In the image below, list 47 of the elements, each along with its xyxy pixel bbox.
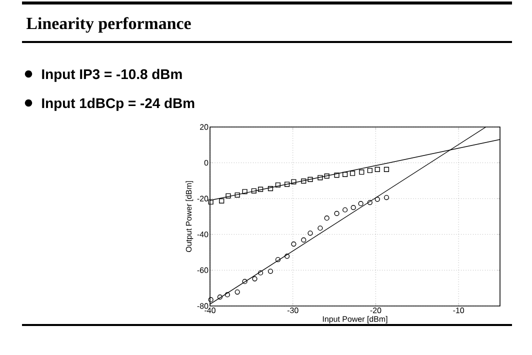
point	[275, 182, 280, 188]
point	[234, 192, 240, 198]
point	[350, 170, 356, 176]
point	[358, 201, 364, 206]
point	[318, 175, 323, 180]
point	[374, 166, 380, 172]
point	[242, 278, 248, 284]
point	[384, 166, 390, 172]
point	[308, 176, 313, 182]
point	[258, 186, 264, 192]
point	[324, 216, 330, 221]
point	[318, 226, 323, 231]
point	[334, 210, 340, 216]
point	[284, 254, 290, 259]
point	[224, 292, 230, 298]
point	[334, 172, 340, 178]
point	[226, 193, 231, 198]
point	[308, 230, 313, 236]
point	[384, 194, 390, 200]
point	[219, 198, 224, 204]
text: Input IP3 = -10.8 dBm	[42, 68, 182, 82]
point	[242, 189, 248, 194]
point	[301, 237, 306, 242]
point	[234, 289, 240, 295]
chart-title: Linearity performance	[26, 17, 191, 33]
point	[275, 257, 280, 262]
point	[217, 294, 222, 300]
point	[208, 297, 214, 302]
point	[251, 188, 256, 194]
point	[342, 207, 348, 212]
point	[258, 270, 264, 276]
point	[268, 268, 274, 274]
point	[284, 182, 290, 187]
point	[342, 172, 348, 177]
point	[367, 200, 372, 206]
point	[208, 199, 214, 205]
point	[359, 170, 364, 175]
text: Input 1dBCp = -24 dBm	[42, 98, 194, 111]
point	[252, 276, 258, 282]
point	[350, 205, 356, 210]
point	[301, 178, 306, 184]
point	[374, 196, 380, 202]
point	[268, 186, 274, 192]
point	[291, 179, 296, 184]
point	[367, 168, 372, 174]
point	[291, 242, 296, 247]
point	[324, 173, 330, 179]
